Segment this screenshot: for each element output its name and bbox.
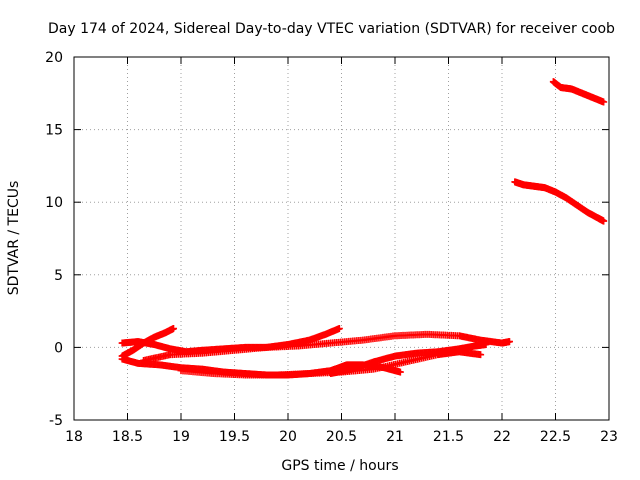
axis-ticks — [73, 56, 610, 421]
x-tick-labels: 18 18.5 19 19.5 20 20.5 21 21.5 22 22.5 23 — [65, 429, 618, 445]
y-tick-label: -5 — [49, 413, 63, 429]
data-series-track-1 — [118, 325, 178, 360]
x-tick-label: 19.5 — [219, 429, 250, 445]
data-series-track-7 — [511, 178, 608, 225]
y-axis-label: SDTVAR / TECUs — [6, 181, 22, 296]
data-point — [477, 351, 485, 359]
chart-title: Day 174 of 2024, Sidereal Day-to-day VTE… — [48, 21, 615, 37]
y-tick-label: 0 — [54, 340, 63, 356]
y-tick-label: 10 — [45, 195, 63, 211]
y-tick-label: 5 — [54, 268, 63, 284]
x-tick-label: 23 — [600, 429, 618, 445]
data-point — [335, 325, 343, 333]
x-tick-label: 19 — [172, 429, 190, 445]
data-point — [600, 98, 608, 106]
x-tick-label: 18 — [65, 429, 83, 445]
x-tick-label: 21.5 — [433, 429, 464, 445]
x-tick-label: 21 — [386, 429, 404, 445]
x-tick-label: 20 — [279, 429, 297, 445]
y-tick-label: 20 — [45, 50, 63, 66]
data-point — [170, 325, 178, 333]
data-point — [482, 340, 490, 348]
data-series-track-6 — [327, 340, 490, 378]
x-tick-label: 20.5 — [326, 429, 357, 445]
grid — [74, 57, 609, 420]
data-series-track-4 — [140, 330, 513, 364]
data-point — [505, 338, 513, 346]
data-point — [600, 217, 608, 225]
data-points — [118, 78, 608, 379]
x-axis-label: GPS time / hours — [281, 458, 398, 474]
y-tick-labels: -5 0 5 10 15 20 — [45, 50, 63, 429]
data-series-track-8 — [549, 78, 608, 106]
data-point — [396, 368, 404, 376]
x-tick-label: 22 — [493, 429, 511, 445]
x-tick-label: 18.5 — [112, 429, 143, 445]
x-tick-label: 22.5 — [540, 429, 571, 445]
y-tick-label: 15 — [45, 123, 63, 139]
